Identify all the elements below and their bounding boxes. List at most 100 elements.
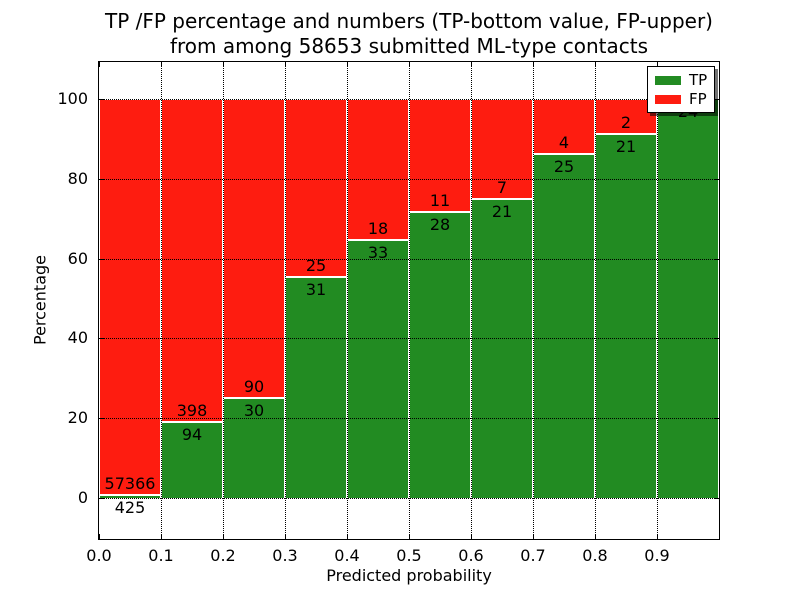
- fp-value-label: 57366: [104, 474, 156, 494]
- tp-value-label: 25: [553, 157, 575, 177]
- bar-fp-segment: [223, 99, 285, 399]
- x-tick-top: [657, 62, 658, 67]
- y-tick-left: [99, 99, 104, 100]
- x-tick-label: 0.5: [396, 546, 422, 565]
- y-tick-right: [714, 258, 719, 260]
- bar-fp-segment: [161, 99, 223, 422]
- y-axis-title: Percentage: [30, 254, 50, 346]
- x-tick-label: 0.3: [272, 546, 298, 565]
- bar-tp-segment: [471, 198, 533, 498]
- x-gridline: [471, 62, 472, 539]
- fp-color-swatch: [655, 94, 681, 104]
- x-tick-label: 0.7: [520, 546, 546, 565]
- bar-fp-segment: [595, 99, 657, 134]
- x-tick-bottom: [161, 534, 162, 539]
- y-tick-left: [99, 258, 104, 260]
- fp-value-label: 7: [496, 177, 508, 197]
- x-tick-top: [161, 62, 162, 67]
- tp-value-label: 33: [367, 242, 389, 262]
- y-tick-left: [99, 178, 104, 180]
- legend-label-tp: TP: [689, 71, 708, 89]
- x-tick-bottom: [99, 534, 100, 539]
- chart-title: TP /FP percentage and numbers (TP-bottom…: [98, 9, 720, 59]
- y-tick-left: [99, 418, 104, 420]
- x-tick-label: 0.8: [582, 546, 608, 565]
- x-tick-label: 0.6: [458, 546, 484, 565]
- bar-tp-segment: [347, 239, 409, 498]
- x-tick-bottom: [533, 534, 534, 539]
- bar-fp-segment: [533, 99, 595, 155]
- x-tick-label: 0.0: [86, 546, 112, 565]
- tp-value-label: 28: [429, 214, 451, 234]
- y-tick-right: [714, 338, 719, 340]
- plot-area: 5736642539894903025311833112872142522124: [98, 61, 720, 540]
- legend: TP FP: [647, 66, 715, 113]
- x-tick-bottom: [223, 534, 224, 539]
- tp-color-swatch: [655, 75, 681, 85]
- x-tick-label: 0.4: [334, 546, 360, 565]
- y-tick-label: 60: [67, 248, 88, 268]
- y-tick-right: [714, 498, 719, 499]
- x-gridline: [285, 62, 286, 539]
- x-tick-label: 0.1: [148, 546, 174, 565]
- x-tick-top: [409, 62, 410, 67]
- x-tick-label: 0.9: [644, 546, 670, 565]
- fp-value-label: 18: [367, 218, 389, 238]
- tp-value-label: 425: [114, 498, 146, 518]
- x-tick-top: [347, 62, 348, 67]
- y-tick-label: 40: [67, 328, 88, 348]
- x-gridline: [347, 62, 348, 539]
- chart-title-line1: TP /FP percentage and numbers (TP-bottom…: [105, 9, 713, 33]
- bar-tp-segment: [285, 277, 347, 498]
- y-tick-label: 0: [77, 488, 88, 507]
- bar-tp-segment: [409, 211, 471, 498]
- x-gridline: [533, 62, 534, 539]
- bar-tp-segment: [99, 495, 161, 498]
- bar-tp-segment: [223, 398, 285, 498]
- x-gridline: [161, 62, 162, 539]
- bar-fp-segment: [471, 99, 533, 199]
- bar-tp-segment: [595, 133, 657, 498]
- bar-fp-segment: [285, 99, 347, 278]
- bar-fp-segment: [99, 99, 161, 496]
- fp-value-label: 398: [176, 400, 208, 420]
- x-tick-top: [595, 62, 596, 67]
- tp-value-label: 94: [181, 424, 203, 444]
- tp-value-label: 21: [615, 136, 637, 156]
- x-gridline: [657, 62, 658, 539]
- x-tick-top: [285, 62, 286, 67]
- x-axis-title: Predicted probability: [326, 566, 492, 585]
- legend-label-fp: FP: [689, 90, 707, 108]
- x-tick-bottom: [347, 534, 348, 539]
- chart-title-line2: from among 58653 submitted ML-type conta…: [169, 34, 649, 58]
- y-tick-right: [714, 418, 719, 420]
- x-gridline: [409, 62, 410, 539]
- y-tick-label: 20: [67, 408, 88, 428]
- bar-tp-segment: [533, 154, 595, 498]
- x-tick-top: [533, 62, 534, 67]
- tp-value-label: 31: [305, 280, 327, 300]
- x-tick-bottom: [471, 534, 472, 539]
- y-tick-left: [99, 498, 104, 499]
- x-tick-top: [471, 62, 472, 67]
- fp-value-label: 2: [620, 112, 632, 132]
- bar-tp-segment: [657, 99, 719, 498]
- y-tick-right: [714, 99, 719, 100]
- x-tick-bottom: [595, 534, 596, 539]
- y-tick-right: [714, 178, 719, 180]
- tp-value-label: 30: [243, 401, 265, 421]
- fp-value-label: 25: [305, 256, 327, 276]
- legend-entry-tp: TP: [655, 72, 707, 88]
- fp-value-label: 90: [243, 377, 265, 397]
- x-tick-top: [99, 62, 100, 67]
- y-tick-left: [99, 338, 104, 340]
- legend-entry-fp: FP: [655, 91, 707, 107]
- x-tick-bottom: [285, 534, 286, 539]
- x-tick-bottom: [409, 534, 410, 539]
- x-tick-label: 0.2: [210, 546, 236, 565]
- fp-value-label: 4: [558, 133, 570, 153]
- y-tick-label: 100: [57, 89, 88, 108]
- bar-fp-segment: [409, 99, 471, 212]
- y-tick-label: 80: [67, 168, 88, 188]
